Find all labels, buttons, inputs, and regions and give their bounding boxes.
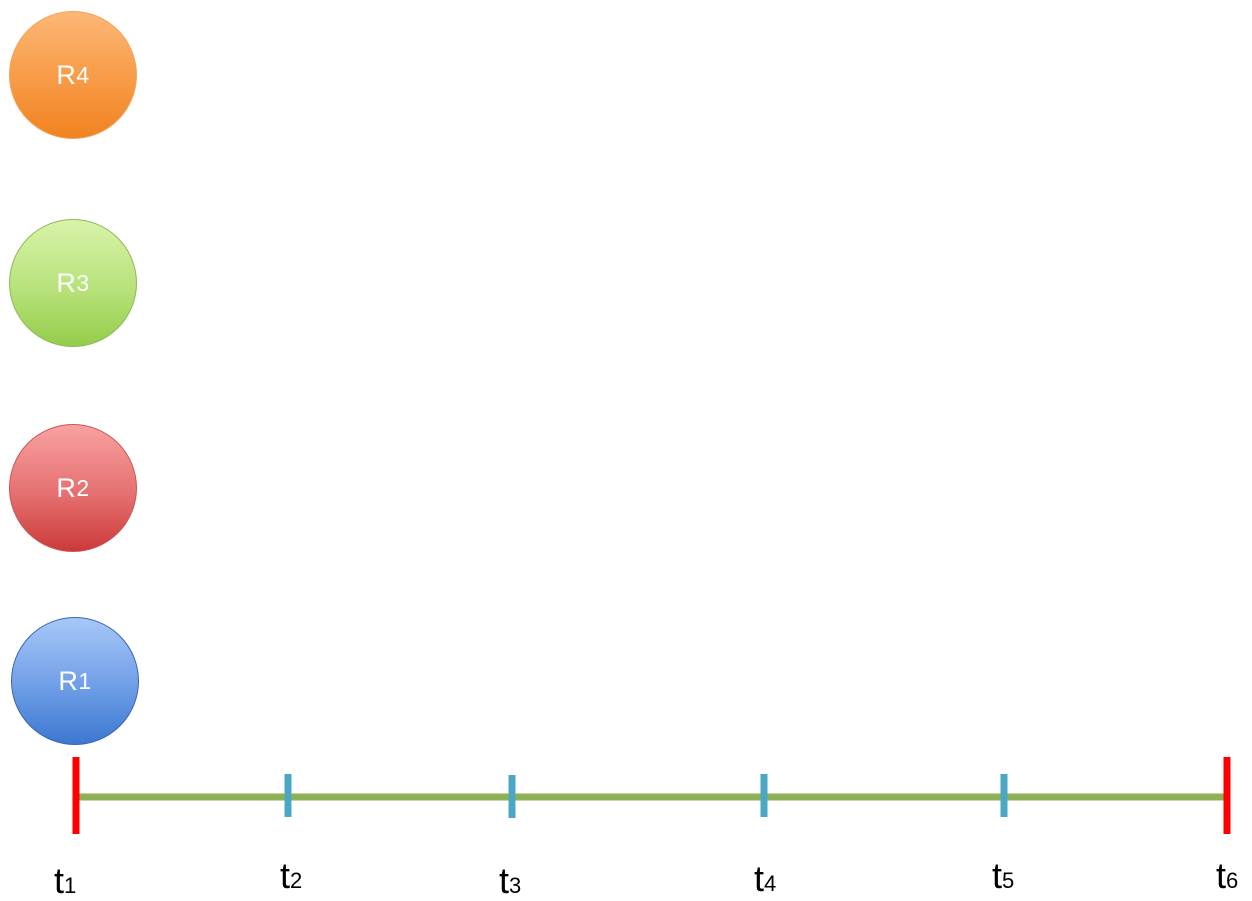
time-label-base: t	[54, 860, 65, 901]
time-label-sub: 2	[290, 868, 303, 893]
time-label-sub: 6	[1226, 868, 1239, 893]
time-label-5: t5	[992, 858, 1014, 894]
time-label-base: t	[1216, 855, 1227, 896]
time-label-3: t3	[499, 863, 521, 899]
time-label-sub: 5	[1002, 868, 1015, 893]
node-label-sub: 1	[78, 667, 92, 694]
time-label-sub: 4	[764, 871, 777, 896]
time-label-base: t	[992, 855, 1003, 896]
node-label-sub: 2	[76, 474, 90, 501]
time-label-2: t2	[280, 858, 302, 894]
node-label-sub: 3	[76, 269, 90, 296]
time-label-6: t6	[1216, 858, 1238, 894]
time-label-base: t	[754, 858, 765, 899]
node-label-base: R	[56, 472, 77, 503]
node-label-base: R	[56, 59, 77, 90]
time-label-base: t	[280, 855, 291, 896]
time-label-4: t4	[754, 861, 776, 897]
time-label-sub: 1	[64, 873, 77, 898]
node-label-base: R	[56, 267, 77, 298]
time-label-sub: 3	[509, 873, 522, 898]
time-label-base: t	[499, 860, 510, 901]
time-label-1: t1	[54, 863, 76, 899]
node-label-base: R	[58, 665, 79, 696]
node-label-sub: 4	[76, 61, 90, 88]
